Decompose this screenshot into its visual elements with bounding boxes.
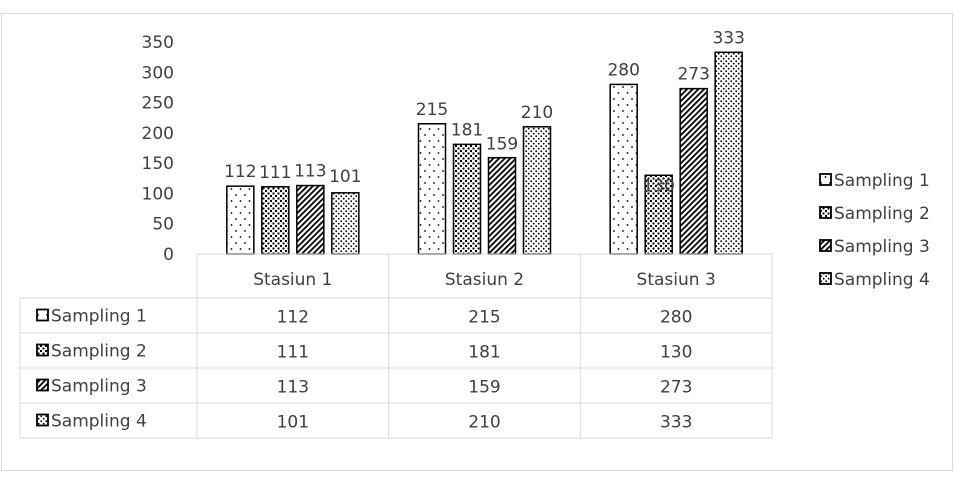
table-cell-sampling-3-stasiun-2: 159 xyxy=(468,378,500,398)
legend-key-sampling-1 xyxy=(819,173,832,186)
table-row-label-sampling-4: Sampling 4 xyxy=(51,412,147,432)
table-cell-sampling-3-stasiun-1: 113 xyxy=(277,378,309,398)
table-cell-sampling-4-stasiun-2: 210 xyxy=(468,413,500,433)
bar-sampling-4-stasiun-3 xyxy=(714,51,743,255)
table-cell-sampling-2-stasiun-1: 111 xyxy=(277,343,309,363)
data-label-sampling-1-stasiun-3: 280 xyxy=(607,60,639,80)
y-tick-label-0: 0 xyxy=(163,245,174,265)
table-row-label-sampling-2: Sampling 2 xyxy=(51,342,147,362)
table-cell-sampling-4-stasiun-1: 101 xyxy=(277,413,309,433)
data-label-sampling-3-stasiun-3: 273 xyxy=(677,65,709,85)
data-label-sampling-3-stasiun-1: 113 xyxy=(294,162,326,182)
category-label-stasiun-3: Stasiun 3 xyxy=(637,270,716,290)
table-legend-key-sampling-3 xyxy=(36,378,49,392)
bar-sampling-2-stasiun-1 xyxy=(261,186,290,255)
data-label-sampling-1-stasiun-2: 215 xyxy=(416,100,448,120)
y-tick-label-300: 300 xyxy=(142,63,174,83)
bar-sampling-1-stasiun-3 xyxy=(609,83,638,255)
table-row-label-sampling-3: Sampling 3 xyxy=(51,377,147,397)
table-cell-sampling-4-stasiun-3: 333 xyxy=(660,413,692,433)
category-label-stasiun-1: Stasiun 1 xyxy=(253,270,332,290)
legend: Sampling 1 Sampling 2 Sampling 3 Sampling 4 xyxy=(819,171,930,290)
y-tick-label-200: 200 xyxy=(142,124,174,144)
legend-key-sampling-2 xyxy=(819,206,832,219)
data-label-sampling-3-stasiun-2: 159 xyxy=(486,135,518,155)
bar-sampling-3-stasiun-1 xyxy=(296,184,325,255)
table-cell-sampling-1-stasiun-3: 280 xyxy=(660,308,692,328)
bar-sampling-3-stasiun-2 xyxy=(487,156,517,255)
table-legend-key-sampling-1 xyxy=(36,308,49,322)
y-tick-label-50: 50 xyxy=(152,215,174,235)
data-label-sampling-4-stasiun-3: 333 xyxy=(712,28,744,48)
y-tick-label-350: 350 xyxy=(142,33,174,53)
legend-label-sampling-1: Sampling 1 xyxy=(834,171,930,191)
y-tick-label-100: 100 xyxy=(142,184,174,204)
legend-label-sampling-3: Sampling 3 xyxy=(834,237,930,257)
table-row-label-sampling-1: Sampling 1 xyxy=(51,307,147,327)
bar-sampling-3-stasiun-3 xyxy=(679,87,708,255)
bar-sampling-2-stasiun-2 xyxy=(452,143,482,255)
y-axis: 0 50 100 150 200 250 300 350 xyxy=(142,33,174,265)
legend-label-sampling-4: Sampling 4 xyxy=(834,270,930,290)
legend-key-sampling-3 xyxy=(819,239,832,252)
table-cell-sampling-3-stasiun-3: 273 xyxy=(660,378,692,398)
table-cell-sampling-1-stasiun-2: 215 xyxy=(468,308,500,328)
outer-frame xyxy=(1,13,953,471)
data-label-sampling-2-stasiun-3: 130 xyxy=(642,176,674,196)
table-cell-sampling-2-stasiun-2: 181 xyxy=(468,343,500,363)
data-label-sampling-4-stasiun-2: 210 xyxy=(521,103,553,123)
table-cell-sampling-1-stasiun-1: 112 xyxy=(277,308,309,328)
bar-sampling-4-stasiun-1 xyxy=(331,192,360,255)
category-label-stasiun-2: Stasiun 2 xyxy=(445,270,524,290)
legend-key-sampling-4 xyxy=(819,272,832,285)
bar-sampling-4-stasiun-2 xyxy=(522,126,552,255)
table-legend-key-sampling-2 xyxy=(36,343,49,357)
bar-sampling-1-stasiun-1 xyxy=(226,185,255,255)
bar-sampling-1-stasiun-2 xyxy=(417,123,447,255)
data-label-sampling-2-stasiun-1: 111 xyxy=(259,163,291,183)
data-table: Stasiun 1 Stasiun 2 Stasiun 3 Sampling 1 112… xyxy=(19,253,773,439)
table-legend-key-sampling-4 xyxy=(36,413,49,427)
y-tick-label-150: 150 xyxy=(142,154,174,174)
data-label-sampling-1-stasiun-1: 112 xyxy=(224,162,256,182)
table-cell-sampling-2-stasiun-3: 130 xyxy=(660,343,692,363)
legend-label-sampling-2: Sampling 2 xyxy=(834,204,930,224)
data-label-sampling-4-stasiun-1: 101 xyxy=(329,167,361,187)
data-label-sampling-2-stasiun-2: 181 xyxy=(451,120,483,140)
y-tick-label-250: 250 xyxy=(142,94,174,114)
